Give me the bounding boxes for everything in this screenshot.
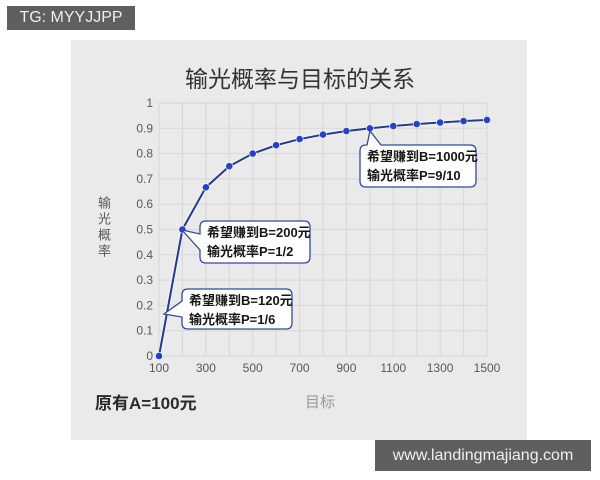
svg-text:0.1: 0.1	[136, 324, 153, 338]
svg-text:0.7: 0.7	[136, 172, 153, 186]
svg-text:0.3: 0.3	[136, 273, 153, 287]
svg-text:100: 100	[149, 361, 169, 375]
svg-text:输光概率P=1/6: 输光概率P=1/6	[189, 312, 275, 327]
svg-text:0.6: 0.6	[136, 197, 153, 211]
svg-text:1: 1	[146, 96, 153, 110]
svg-text:希望赚到B=1000元: 希望赚到B=1000元	[367, 149, 478, 164]
svg-text:输光概率P=9/10: 输光概率P=9/10	[367, 168, 461, 183]
svg-text:0.8: 0.8	[136, 147, 153, 161]
svg-text:700: 700	[290, 361, 310, 375]
svg-text:0.5: 0.5	[136, 223, 153, 237]
svg-text:希望赚到B=120元: 希望赚到B=120元	[189, 293, 293, 308]
svg-text:1500: 1500	[474, 361, 501, 375]
svg-text:1100: 1100	[380, 361, 406, 375]
svg-text:0.2: 0.2	[136, 298, 153, 312]
svg-text:希望赚到B=200元: 希望赚到B=200元	[207, 225, 311, 240]
svg-text:900: 900	[336, 361, 356, 375]
svg-text:500: 500	[243, 361, 263, 375]
svg-text:0.4: 0.4	[136, 248, 153, 262]
svg-text:0.9: 0.9	[136, 121, 153, 135]
svg-text:300: 300	[196, 361, 216, 375]
svg-text:输光概率P=1/2: 输光概率P=1/2	[207, 244, 293, 259]
svg-text:1300: 1300	[427, 361, 454, 375]
